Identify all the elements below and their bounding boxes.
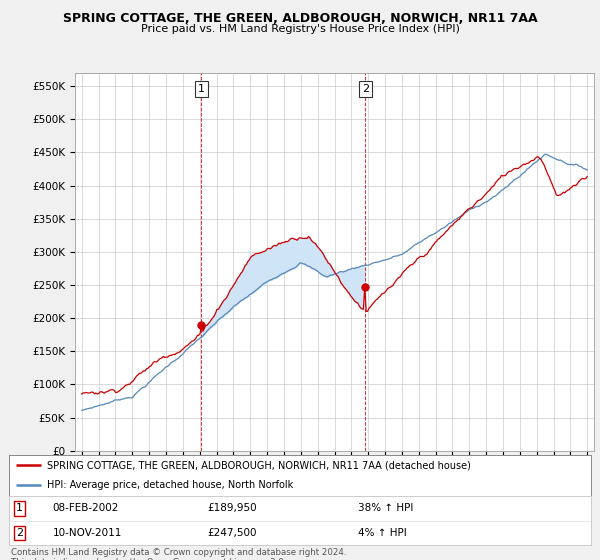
Text: HPI: Average price, detached house, North Norfolk: HPI: Average price, detached house, Nort… — [47, 480, 293, 490]
Text: 4% ↑ HPI: 4% ↑ HPI — [358, 528, 407, 538]
Text: 38% ↑ HPI: 38% ↑ HPI — [358, 503, 413, 514]
Text: 1: 1 — [198, 84, 205, 94]
Text: 1: 1 — [16, 503, 23, 514]
Text: 2: 2 — [362, 84, 369, 94]
Text: SPRING COTTAGE, THE GREEN, ALDBOROUGH, NORWICH, NR11 7AA: SPRING COTTAGE, THE GREEN, ALDBOROUGH, N… — [62, 12, 538, 25]
Text: Contains HM Land Registry data © Crown copyright and database right 2024.
This d: Contains HM Land Registry data © Crown c… — [11, 548, 346, 560]
Text: £189,950: £189,950 — [207, 503, 257, 514]
Text: £247,500: £247,500 — [207, 528, 256, 538]
Text: 2: 2 — [16, 528, 23, 538]
Text: SPRING COTTAGE, THE GREEN, ALDBOROUGH, NORWICH, NR11 7AA (detached house): SPRING COTTAGE, THE GREEN, ALDBOROUGH, N… — [47, 460, 471, 470]
Text: Price paid vs. HM Land Registry's House Price Index (HPI): Price paid vs. HM Land Registry's House … — [140, 24, 460, 34]
Text: 10-NOV-2011: 10-NOV-2011 — [53, 528, 122, 538]
Text: 08-FEB-2002: 08-FEB-2002 — [53, 503, 119, 514]
